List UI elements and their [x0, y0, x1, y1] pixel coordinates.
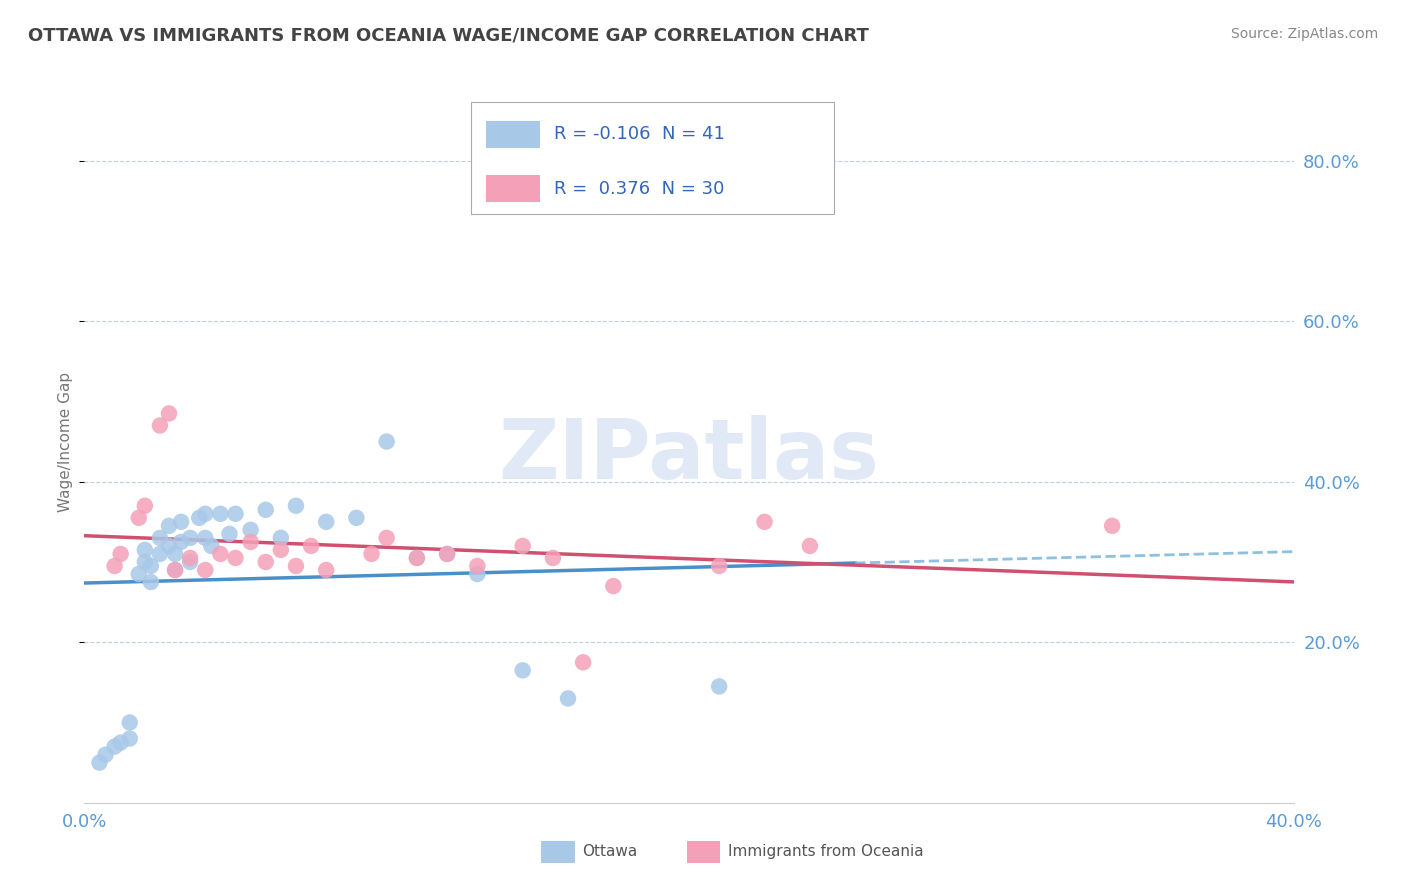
Point [315, 563, 337, 577]
Point [436, 547, 458, 561]
Point [89, 756, 111, 770]
Point [709, 558, 731, 574]
Point [134, 499, 156, 513]
Text: R = -0.106  N = 41: R = -0.106 N = 41 [554, 126, 724, 144]
Point [360, 547, 382, 561]
Point [179, 555, 201, 569]
Point [285, 499, 308, 513]
Point [170, 534, 193, 549]
Point [134, 555, 156, 569]
Bar [486, 175, 540, 202]
Point [209, 507, 232, 521]
Point [179, 550, 201, 566]
Text: R =  0.376  N = 30: R = 0.376 N = 30 [554, 179, 724, 198]
Point [572, 655, 595, 669]
Point [285, 558, 308, 574]
Bar [686, 841, 720, 863]
Y-axis label: Wage/Income Gap: Wage/Income Gap [58, 371, 73, 512]
Point [200, 539, 222, 553]
Point [157, 406, 180, 420]
Point [375, 531, 398, 545]
Point [315, 515, 337, 529]
Point [557, 691, 579, 706]
Point [194, 531, 217, 545]
Point [270, 542, 292, 557]
Point [94, 747, 117, 762]
Point [239, 534, 262, 549]
Point [467, 558, 489, 574]
Point [406, 550, 429, 566]
Bar [541, 841, 575, 863]
Point [149, 418, 172, 433]
Point [194, 563, 217, 577]
Point [128, 510, 150, 524]
Point [157, 539, 180, 553]
Bar [486, 120, 540, 148]
Point [375, 434, 398, 449]
Point [602, 579, 624, 593]
Point [254, 502, 277, 516]
Point [709, 680, 731, 694]
Point [239, 523, 262, 537]
Point [541, 550, 564, 566]
Point [299, 539, 322, 553]
Point [254, 555, 277, 569]
Point [346, 510, 368, 524]
Point [104, 739, 127, 754]
Point [118, 715, 141, 730]
Point [179, 531, 201, 545]
Point [194, 507, 217, 521]
Point [170, 515, 193, 529]
Point [270, 531, 292, 545]
Point [110, 735, 132, 749]
Text: Ottawa: Ottawa [582, 845, 638, 859]
Point [134, 542, 156, 557]
Point [139, 558, 162, 574]
Point [165, 563, 187, 577]
Point [218, 526, 240, 541]
Point [104, 558, 127, 574]
Point [512, 539, 534, 553]
Point [149, 547, 172, 561]
Point [128, 567, 150, 582]
Point [225, 550, 247, 566]
Point [406, 550, 429, 566]
Text: ZIPatlas: ZIPatlas [499, 416, 879, 497]
Point [188, 510, 211, 524]
Point [110, 547, 132, 561]
Point [754, 515, 776, 529]
Point [467, 567, 489, 582]
Point [209, 547, 232, 561]
Point [157, 518, 180, 533]
Text: Immigrants from Oceania: Immigrants from Oceania [728, 845, 924, 859]
Point [139, 574, 162, 589]
Point [436, 547, 458, 561]
Point [225, 507, 247, 521]
Text: OTTAWA VS IMMIGRANTS FROM OCEANIA WAGE/INCOME GAP CORRELATION CHART: OTTAWA VS IMMIGRANTS FROM OCEANIA WAGE/I… [28, 27, 869, 45]
Point [165, 563, 187, 577]
Point [1101, 518, 1123, 533]
FancyBboxPatch shape [471, 102, 834, 214]
Point [512, 664, 534, 678]
Point [799, 539, 821, 553]
Point [149, 531, 172, 545]
Point [165, 547, 187, 561]
Text: Source: ZipAtlas.com: Source: ZipAtlas.com [1230, 27, 1378, 41]
Point [118, 731, 141, 746]
